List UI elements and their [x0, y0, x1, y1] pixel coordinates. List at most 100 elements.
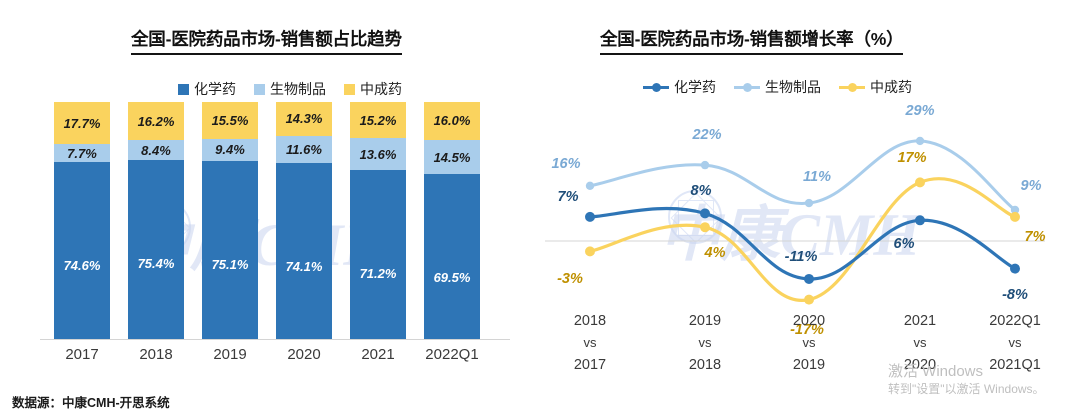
legend-item-chemical[interactable]: 化学药: [178, 79, 236, 99]
bar-group[interactable]: 16.2% 8.4% 75.4%: [128, 102, 184, 339]
bar-segment-biologic[interactable]: 7.7%: [54, 143, 110, 163]
line-point-label-chemical: -11%: [784, 248, 818, 265]
legend-marker-chemical-icon: [643, 82, 669, 93]
bar-segment-chinese-patent-value: 14.3%: [285, 111, 323, 127]
bar-segment-biologic[interactable]: 14.5%: [424, 139, 480, 175]
bar-segment-biologic-value: 11.6%: [286, 142, 322, 158]
line-point-biologic[interactable]: [804, 198, 814, 208]
legend-label-chemical: 化学药: [194, 81, 236, 97]
line-point-chinese-patent[interactable]: [915, 177, 925, 188]
bar-segment-chemical-value: 75.4%: [137, 256, 175, 272]
bar-segment-chinese-patent-value: 15.5%: [211, 112, 249, 128]
line-x-axis-label-top: 2021: [903, 313, 937, 329]
line-x-axis-label-top: 2019: [688, 313, 722, 329]
line-point-chemical[interactable]: [915, 215, 925, 226]
line-point-chinese-patent[interactable]: [1010, 211, 1020, 222]
bar-segment-chinese-patent[interactable]: 16.2%: [128, 102, 184, 141]
line-point-label-chinese-patent: 7%: [1024, 228, 1046, 245]
bar-segment-chemical[interactable]: 74.1%: [276, 163, 332, 339]
bar-x-axis-label: 2017: [65, 346, 99, 363]
legend-label-chinese-patent-line: 中成药: [870, 79, 912, 95]
line-point-label-chemical: 8%: [690, 183, 712, 200]
line-point-label-chinese-patent: -3%: [557, 271, 583, 288]
bar-segment-biologic[interactable]: 8.4%: [128, 140, 184, 161]
bar-x-axis-label: 2022Q1: [425, 346, 479, 363]
bar-segment-chemical[interactable]: 69.5%: [424, 174, 480, 339]
line-point-biologic[interactable]: [700, 160, 710, 170]
legend-item-chemical-line[interactable]: 化学药: [643, 77, 716, 97]
line-x-axis-label-bottom: 2019: [792, 357, 826, 373]
bar-segment-chinese-patent[interactable]: 15.5%: [202, 102, 258, 139]
bar-segment-biologic[interactable]: 9.4%: [202, 138, 258, 162]
line-point-chinese-patent[interactable]: [700, 222, 710, 233]
bar-segment-biologic-value: 9.4%: [215, 142, 245, 158]
line-point-label-chinese-patent: 17%: [897, 150, 927, 167]
line-x-axis-label-vs: vs: [802, 335, 816, 350]
bar-segment-chemical[interactable]: 75.4%: [128, 160, 184, 339]
legend-item-chinese-patent-line[interactable]: 中成药: [839, 77, 912, 97]
bar-x-axis-label: 2019: [213, 346, 247, 363]
line-x-axis-label: 2018 vs 2017: [535, 310, 645, 376]
line-point-chemical[interactable]: [1010, 263, 1020, 274]
legend-marker-biologic-icon: [734, 82, 760, 93]
line-point-label-biologic: 16%: [551, 155, 581, 172]
line-x-axis-label-bottom: 2020: [903, 357, 937, 373]
line-point-label-biologic: 9%: [1020, 177, 1042, 194]
bar-segment-chinese-patent[interactable]: 16.0%: [424, 102, 480, 140]
bar-x-axis-label: 2018: [139, 346, 173, 363]
legend-label-biologic: 生物制品: [270, 81, 326, 97]
legend-label-chinese-patent: 中成药: [360, 81, 402, 97]
bar-x-axis-label: 2020: [287, 346, 321, 363]
line-point-chemical[interactable]: [804, 273, 814, 284]
bar-segment-biologic-value: 8.4%: [141, 142, 171, 158]
data-source-note: 数据源：中康CMH-开思系统: [12, 396, 170, 410]
line-x-axis-label-bottom: 2018: [688, 357, 722, 373]
legend-item-biologic[interactable]: 生物制品: [254, 79, 326, 99]
line-chart-plot: 7% 8% -11% 6% -8% 16% 22% 11% 29% 9% -3% 4% -17% 17% 7…: [545, 100, 1046, 338]
bar-segment-chinese-patent[interactable]: 15.2%: [350, 102, 406, 139]
line-point-chinese-patent[interactable]: [585, 246, 595, 257]
bar-segment-chemical[interactable]: 75.1%: [202, 161, 258, 339]
line-point-label-biologic: 29%: [905, 102, 935, 119]
line-x-axis-label: 2019 vs 2018: [650, 310, 760, 376]
bar-segment-chemical-value: 74.1%: [285, 259, 323, 275]
bar-segment-chemical-value: 71.2%: [359, 266, 397, 282]
bar-segment-chinese-patent[interactable]: 17.7%: [54, 102, 110, 144]
bar-group[interactable]: 14.3% 11.6% 74.1%: [276, 102, 332, 339]
line-point-label-chemical: 6%: [893, 236, 915, 253]
line-series-chemical[interactable]: [588, 206, 1017, 281]
bar-segment-biologic[interactable]: 11.6%: [276, 135, 332, 164]
bar-group[interactable]: 16.0% 14.5% 69.5%: [424, 102, 480, 339]
bar-chart-axis-line: [40, 339, 510, 340]
legend-marker-chinese-patent-icon: [839, 82, 865, 93]
bar-segment-biologic-value: 7.7%: [67, 145, 97, 161]
bar-group[interactable]: 17.7% 7.7% 74.6%: [54, 102, 110, 339]
bar-segment-chemical[interactable]: 71.2%: [350, 170, 406, 339]
watermark-flower-right-icon: [668, 190, 722, 244]
line-x-axis-label-top: 2018: [573, 313, 607, 329]
line-point-label-biologic: 22%: [692, 127, 722, 144]
line-series-chinese-patent[interactable]: [588, 177, 1017, 302]
bar-group[interactable]: 15.2% 13.6% 71.2%: [350, 102, 406, 339]
line-x-axis-label-top: 2020: [792, 313, 826, 329]
bar-segment-chemical-value-wrap: 75.4%: [128, 255, 184, 273]
bar-segment-chinese-patent-value: 17.7%: [63, 115, 101, 131]
line-point-chemical[interactable]: [585, 211, 595, 222]
bar-segment-biologic[interactable]: 13.6%: [350, 138, 406, 171]
legend-item-chinese-patent[interactable]: 中成药: [344, 79, 402, 99]
bar-segment-chinese-patent[interactable]: 14.3%: [276, 102, 332, 136]
line-x-axis-label-vs: vs: [583, 335, 597, 350]
line-x-axis-label: 2020 vs 2019: [754, 310, 864, 376]
bar-segment-chemical-value-wrap: 74.1%: [276, 258, 332, 276]
legend-label-biologic-line: 生物制品: [765, 79, 821, 95]
bar-segment-chemical[interactable]: 74.6%: [54, 162, 110, 339]
legend-item-biologic-line[interactable]: 生物制品: [734, 77, 821, 97]
bar-group[interactable]: 15.5% 9.4% 75.1%: [202, 102, 258, 339]
line-point-chemical[interactable]: [700, 208, 710, 219]
bar-segment-biologic-value: 14.5%: [433, 149, 471, 165]
line-point-biologic[interactable]: [585, 181, 595, 190]
line-point-biologic[interactable]: [915, 136, 925, 146]
bar-segment-chemical-value-wrap: 71.2%: [350, 265, 406, 283]
line-point-biologic[interactable]: [1010, 205, 1020, 215]
line-point-chinese-patent[interactable]: [804, 294, 814, 305]
